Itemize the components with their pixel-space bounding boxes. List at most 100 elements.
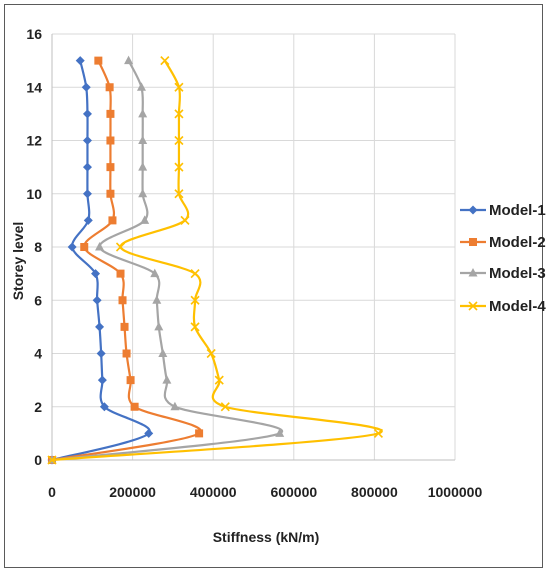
- model-3-point: [138, 108, 148, 118]
- model-1-point: [82, 109, 92, 119]
- y-tick-label: 0: [34, 452, 42, 468]
- y-tick-labels: 0 2 4 6 8 10 12 14 16: [26, 26, 42, 468]
- y-tick-label: 16: [26, 26, 42, 42]
- x-tick-label: 800000: [351, 484, 398, 500]
- model-1-point: [91, 269, 101, 279]
- model-3-point: [170, 401, 180, 411]
- model-1-point: [67, 242, 77, 252]
- x-tick-label: 0: [48, 484, 56, 500]
- model-1-point: [83, 215, 93, 225]
- x-tick-label: 600000: [270, 484, 317, 500]
- y-tick-label: 12: [26, 133, 42, 149]
- y-axis-title: Storey level: [10, 222, 26, 301]
- legend-marker: [468, 301, 478, 311]
- x-tick-label: 400000: [190, 484, 237, 500]
- model-4-point: [373, 428, 383, 438]
- model-4-point: [180, 215, 190, 225]
- model-1-point: [82, 162, 92, 172]
- legend-item-model-4: Model-4: [460, 298, 546, 315]
- model-3-point: [95, 242, 105, 251]
- model-2-point: [195, 429, 204, 438]
- model-4-point: [174, 189, 184, 199]
- legend-marker: [468, 268, 478, 277]
- legend-label: Model-2: [489, 234, 546, 251]
- y-tick-label: 2: [34, 399, 42, 415]
- model-3-point: [138, 162, 148, 171]
- model-4-point: [174, 82, 184, 92]
- model-1-point: [96, 349, 106, 358]
- legend-marker: [468, 205, 478, 215]
- x-tick-label: 200000: [109, 484, 156, 500]
- model-4-point: [174, 135, 184, 146]
- model-4-point: [47, 455, 57, 465]
- model-2-point: [106, 109, 115, 118]
- series-model-4: [47, 56, 383, 465]
- legend-item-model-2: Model-2: [460, 234, 546, 251]
- model-3-point: [140, 215, 150, 224]
- model-2-point: [108, 216, 117, 225]
- model-4-point: [220, 402, 230, 412]
- legend-item-model-1: Model-1: [460, 202, 546, 219]
- model-2-point: [106, 136, 115, 145]
- model-3-point: [152, 295, 162, 304]
- y-tick-label: 8: [34, 239, 42, 255]
- model-3-point: [162, 375, 172, 384]
- model-2-point: [116, 269, 125, 278]
- model-4-point: [115, 242, 126, 252]
- model-1-point: [95, 322, 105, 332]
- model-4-line: [51, 60, 383, 462]
- legend-label: Model-1: [489, 202, 546, 219]
- model-4-point: [174, 109, 184, 119]
- model-2-point: [105, 83, 114, 92]
- model-1-point: [81, 82, 91, 92]
- model-3-point: [138, 135, 148, 144]
- model-4-point: [190, 269, 200, 279]
- model-4-point: [214, 375, 224, 385]
- model-4-point: [160, 56, 170, 66]
- model-2-point: [118, 296, 127, 305]
- model-3-point: [158, 348, 168, 357]
- grid-lines: [51, 33, 456, 461]
- y-tick-label: 14: [26, 79, 42, 95]
- model-2-point: [106, 189, 115, 198]
- x-axis-title: Stiffness (kN/m): [213, 529, 320, 545]
- series-model-2: [48, 56, 204, 464]
- y-tick-label: 10: [26, 186, 42, 202]
- model-3-point: [154, 321, 164, 331]
- model-4-point: [174, 162, 184, 172]
- x-tick-labels: 0 200000 400000 600000 800000 1000000: [48, 484, 482, 500]
- model-2-point: [126, 376, 135, 385]
- model-2-point: [106, 163, 115, 172]
- model-2-point: [122, 349, 131, 358]
- model-4-point: [190, 295, 200, 305]
- model-4-point: [190, 322, 200, 332]
- model-2-point: [130, 402, 139, 411]
- model-1-point: [92, 295, 102, 305]
- legend-item-model-3: Model-3: [460, 265, 546, 282]
- model-3-point: [136, 82, 146, 91]
- model-3-point: [138, 188, 148, 198]
- legend: Model-1 Model-2 Model-3 Model-4: [460, 202, 546, 315]
- model-4-point: [206, 348, 216, 359]
- series-lines: [47, 55, 383, 465]
- model-1-point: [75, 56, 85, 66]
- y-tick-label: 4: [34, 346, 42, 362]
- model-3-point: [150, 268, 160, 278]
- legend-label: Model-3: [489, 265, 546, 282]
- model-3-point: [275, 428, 285, 437]
- model-3-point: [124, 55, 134, 65]
- x-tick-label: 1000000: [428, 484, 483, 500]
- chart-frame: [4, 4, 543, 568]
- model-1-point: [97, 375, 107, 385]
- model-2-point: [80, 243, 89, 251]
- legend-marker: [469, 238, 477, 246]
- model-2-point: [120, 322, 129, 331]
- model-1-point: [82, 189, 92, 199]
- model-1-point: [144, 428, 154, 438]
- legend-label: Model-4: [489, 298, 546, 315]
- model-1-point: [82, 136, 92, 145]
- y-tick-label: 6: [34, 292, 42, 308]
- model-1-point: [99, 402, 109, 412]
- model-2-point: [94, 56, 103, 65]
